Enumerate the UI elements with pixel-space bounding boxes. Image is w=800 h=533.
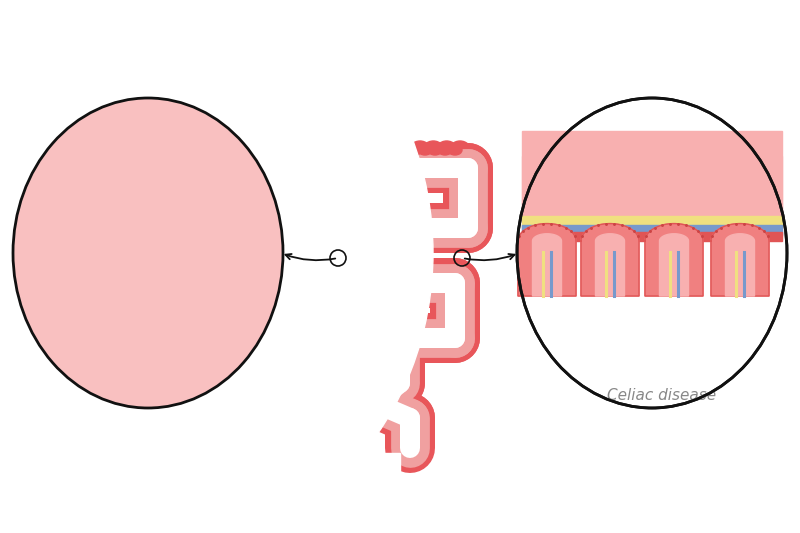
- Polygon shape: [227, 151, 269, 323]
- Polygon shape: [75, 151, 117, 323]
- Ellipse shape: [448, 145, 462, 155]
- Circle shape: [394, 141, 418, 165]
- Bar: [522, 225, 782, 235]
- Bar: [522, 131, 782, 221]
- Polygon shape: [127, 151, 169, 323]
- Circle shape: [354, 141, 378, 165]
- Ellipse shape: [408, 145, 422, 155]
- Polygon shape: [138, 160, 158, 323]
- Circle shape: [408, 141, 432, 165]
- Polygon shape: [533, 234, 562, 296]
- Polygon shape: [127, 151, 169, 323]
- Polygon shape: [726, 234, 754, 296]
- Bar: [0, 0, 50, 533]
- Polygon shape: [138, 160, 158, 323]
- Polygon shape: [179, 151, 221, 323]
- Polygon shape: [659, 234, 689, 296]
- Circle shape: [342, 141, 366, 165]
- Ellipse shape: [388, 145, 402, 155]
- Ellipse shape: [358, 145, 372, 155]
- Polygon shape: [238, 160, 258, 323]
- Ellipse shape: [438, 145, 452, 155]
- Polygon shape: [238, 160, 258, 323]
- Polygon shape: [711, 224, 769, 296]
- Ellipse shape: [378, 145, 392, 155]
- Ellipse shape: [13, 98, 283, 408]
- Bar: [18, 160, 278, 168]
- Ellipse shape: [428, 145, 442, 155]
- Polygon shape: [190, 160, 210, 323]
- Circle shape: [382, 141, 406, 165]
- Bar: [522, 156, 782, 236]
- Circle shape: [448, 141, 472, 165]
- Polygon shape: [518, 224, 576, 296]
- Polygon shape: [581, 224, 639, 296]
- Polygon shape: [86, 160, 106, 323]
- Polygon shape: [75, 151, 117, 323]
- Ellipse shape: [15, 100, 281, 406]
- Polygon shape: [227, 151, 269, 323]
- Bar: [18, 109, 278, 144]
- Ellipse shape: [398, 145, 412, 155]
- Polygon shape: [190, 160, 210, 323]
- Ellipse shape: [418, 145, 432, 155]
- Polygon shape: [645, 224, 703, 296]
- Text: Normal villi: Normal villi: [65, 388, 151, 403]
- Ellipse shape: [0, 0, 433, 533]
- Circle shape: [434, 141, 458, 165]
- Bar: [522, 232, 782, 241]
- Bar: [0, 0, 400, 83]
- Text: Celiac disease: Celiac disease: [607, 388, 717, 403]
- Polygon shape: [86, 160, 106, 323]
- Polygon shape: [179, 151, 221, 323]
- Circle shape: [368, 141, 392, 165]
- Ellipse shape: [348, 145, 362, 155]
- Bar: [0, 453, 400, 533]
- Polygon shape: [38, 160, 58, 323]
- Polygon shape: [27, 151, 69, 323]
- Ellipse shape: [13, 98, 283, 408]
- Bar: [18, 153, 278, 160]
- Ellipse shape: [338, 145, 352, 155]
- Bar: [18, 153, 278, 160]
- Polygon shape: [38, 160, 58, 323]
- Ellipse shape: [368, 145, 382, 155]
- Bar: [18, 144, 278, 153]
- Circle shape: [328, 141, 352, 165]
- Bar: [18, 144, 278, 153]
- Polygon shape: [27, 151, 69, 323]
- Bar: [522, 216, 782, 228]
- Polygon shape: [595, 234, 625, 296]
- Circle shape: [422, 141, 446, 165]
- Bar: [18, 109, 278, 144]
- Bar: [18, 160, 278, 168]
- Ellipse shape: [517, 98, 787, 408]
